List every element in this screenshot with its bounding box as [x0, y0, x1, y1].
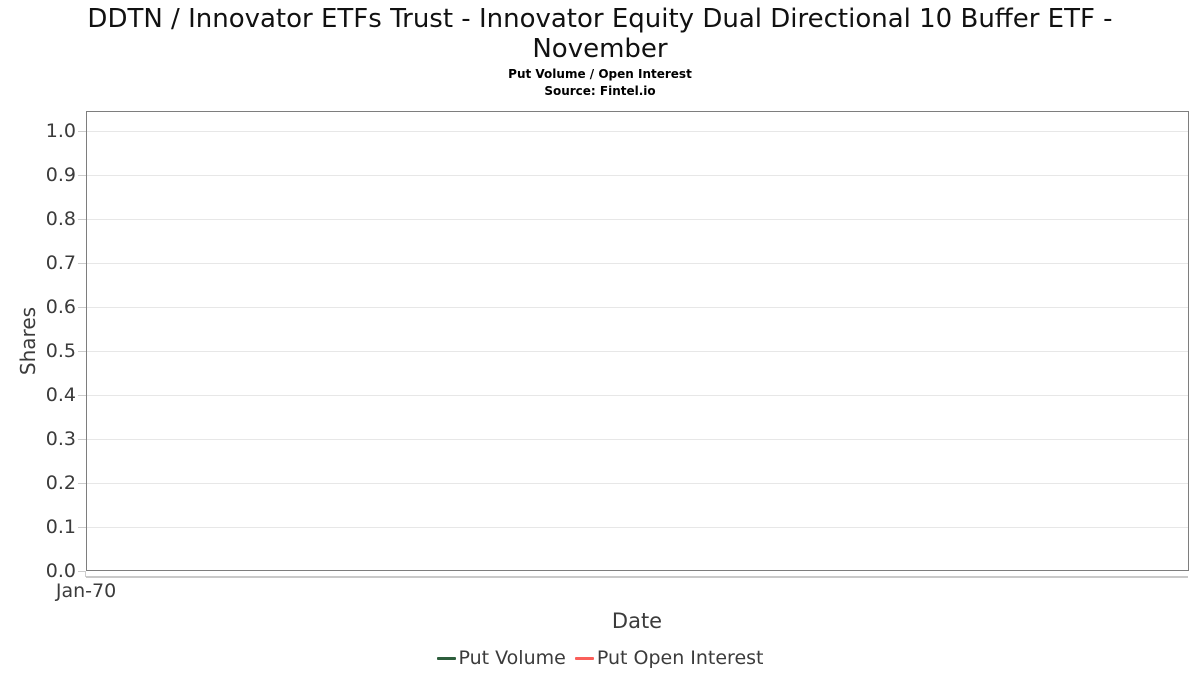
chart-title: DDTN / Innovator ETFs Trust - Innovator …	[87, 4, 1113, 64]
legend: Put Volume Put Open Interest	[0, 647, 1200, 669]
y-tick-mark-0.6	[78, 307, 86, 308]
y-tick-label-0.4: 0.4	[45, 384, 76, 406]
gridline-y-0.4	[87, 394, 1188, 396]
y-tick-label-0.3: 0.3	[45, 428, 76, 450]
y-tick-label-0.2: 0.2	[45, 472, 76, 494]
y-tick-label-0.6: 0.6	[45, 296, 76, 318]
plot-area	[86, 111, 1189, 571]
gridline-y-0.3	[87, 438, 1188, 440]
y-tick-mark-0.4	[78, 395, 86, 396]
y-tick-label-0.5: 0.5	[45, 340, 76, 362]
gridline-y-0.6	[87, 306, 1188, 308]
y-tick-mark-0.2	[78, 483, 86, 484]
y-tick-mark-0.1	[78, 527, 86, 528]
y-tick-label-0.1: 0.1	[45, 516, 76, 538]
chart-subtitle: Put Volume / Open Interest	[508, 67, 692, 81]
y-tick-mark-0.7	[78, 263, 86, 264]
y-tick-label-0.9: 0.9	[45, 164, 76, 186]
legend-item-put-open-interest: Put Open Interest	[574, 647, 764, 669]
legend-label: Put Open Interest	[596, 647, 764, 669]
gridline-y-0.9	[87, 174, 1188, 176]
y-tick-label-0.0: 0.0	[45, 560, 76, 582]
y-tick-label-0.8: 0.8	[45, 208, 76, 230]
y-tick-label-1.0: 1.0	[45, 120, 76, 142]
gridline-y-0.1	[87, 526, 1188, 528]
y-tick-mark-0.0	[78, 571, 86, 572]
gridline-y-0.5	[87, 350, 1188, 352]
legend-line-swatch	[574, 656, 594, 660]
gridline-y-1.0	[87, 130, 1188, 132]
y-tick-mark-0.8	[78, 219, 86, 220]
y-tick-mark-0.5	[78, 351, 86, 352]
x-tick-mark	[85, 571, 86, 577]
x-axis-baseline	[86, 576, 1188, 578]
y-tick-mark-0.9	[78, 175, 86, 176]
x-axis-title: Date	[611, 609, 663, 633]
legend-line-swatch	[436, 656, 456, 660]
y-tick-mark-1.0	[78, 131, 86, 132]
gridline-y-0.7	[87, 262, 1188, 264]
gridline-y-0.2	[87, 482, 1188, 484]
y-tick-label-0.7: 0.7	[45, 252, 76, 274]
x-tick-label: Jan-70	[55, 580, 117, 602]
legend-item-put-volume: Put Volume	[436, 647, 566, 669]
y-tick-mark-0.3	[78, 439, 86, 440]
source-attribution: Source: Fintel.io	[544, 84, 656, 98]
gridline-y-0.8	[87, 218, 1188, 220]
legend-label: Put Volume	[458, 647, 566, 669]
